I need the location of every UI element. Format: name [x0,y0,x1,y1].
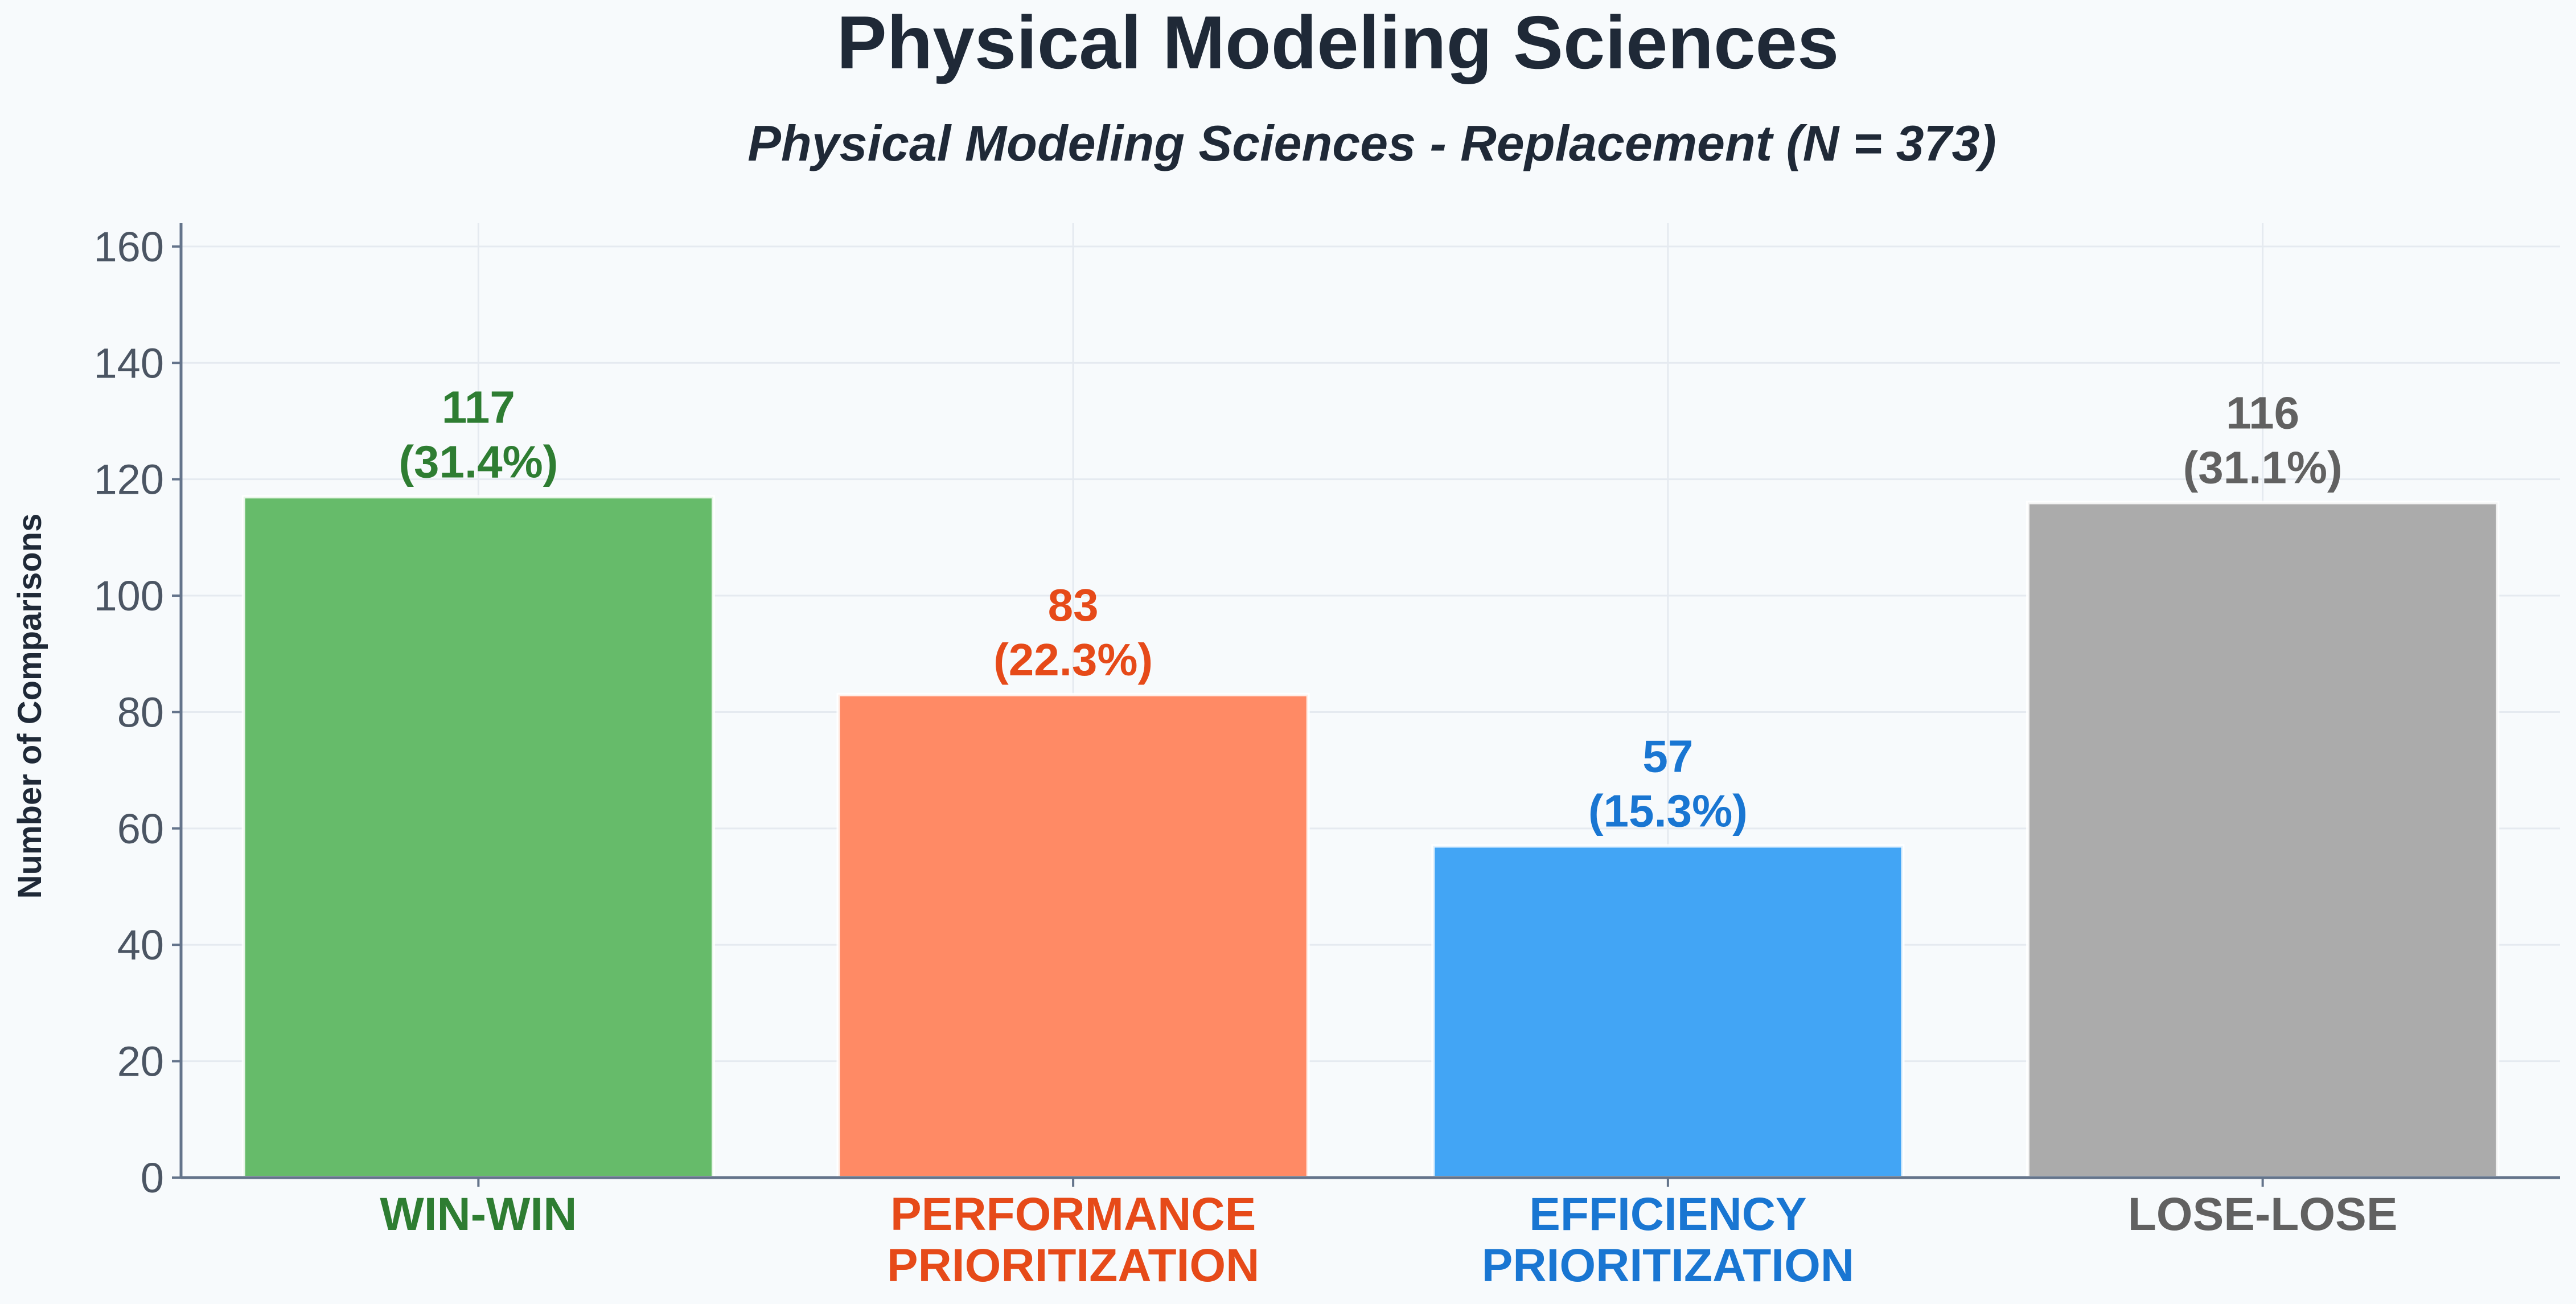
data-label: (22.3%) [993,634,1153,685]
x-tick-label: EFFICIENCY [1529,1188,1806,1240]
y-tick-label: 160 [94,223,164,270]
bar [2026,501,2500,1179]
data-label: (31.4%) [398,436,558,487]
y-tick-label: 100 [94,572,164,620]
y-tick-labels: 0 20 40 60 80 100 120 140 160 [94,223,164,1202]
y-tick-label: 0 [141,1154,164,1202]
y-tick-label: 140 [94,339,164,387]
data-label: 117 [442,382,515,432]
axes [172,223,2560,1187]
data-label: 57 [1642,731,1693,781]
y-axis-label: Number of Comparisons [11,514,48,899]
data-label: 116 [2226,388,2299,438]
bars [241,495,2500,1180]
x-tick-label: LOSE-LOSE [2128,1188,2398,1240]
data-label: 83 [1048,580,1099,630]
data-label: (15.3%) [1588,785,1748,836]
bar [836,692,1310,1179]
bar [1431,844,1905,1179]
y-tick-label: 40 [117,921,164,969]
chart-title: Physical Modeling Sciences [837,1,1839,84]
x-tick-label: WIN-WIN [380,1188,577,1240]
y-tick-label: 60 [117,805,164,852]
chart-subtitle: Physical Modeling Sciences - Replacement… [747,115,1996,171]
x-tick-label: PRIORITIZATION [887,1240,1259,1291]
data-label: (31.1%) [2183,442,2343,493]
data-labels: 117(31.4%) 83(22.3%) 57(15.3%) 116(31.1%) [398,382,2342,836]
x-tick-labels: WIN-WIN PERFORMANCEPRIORITIZATIONEFFICIEN… [380,1188,2397,1291]
bar [241,495,716,1180]
x-tick-label: PRIORITIZATION [1482,1240,1854,1291]
y-tick-label: 120 [94,456,164,503]
x-tick-label: PERFORMANCE [890,1188,1256,1240]
y-tick-label: 80 [117,688,164,736]
y-tick-label: 20 [117,1038,164,1085]
